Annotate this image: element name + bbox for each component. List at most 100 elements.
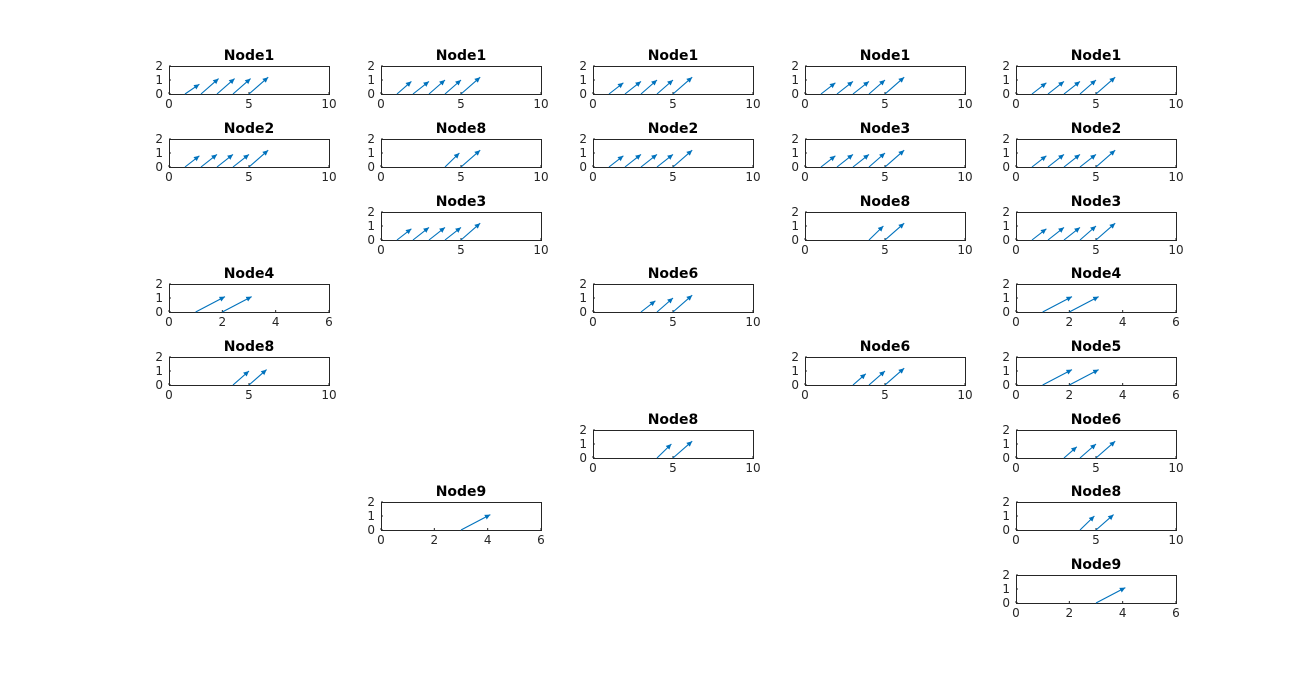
quiver-arrow [656,443,672,459]
quiver-arrow [1047,226,1065,241]
subplot-title: Node3 [436,194,487,210]
x-tick-label: 10 [321,388,336,402]
quiver-arrow [1031,228,1047,241]
y-tick-label: 1 [579,291,587,305]
quiver-arrow [868,152,886,168]
y-tick-label: 0 [155,305,163,319]
subplot-node3-c4r2: Node3 0 5 10 012 [791,121,972,184]
quiver-arrow [1069,296,1099,313]
x-tick-label: 0 [801,170,809,184]
quiver-arrow [836,80,854,95]
subplot-title: Node8 [224,339,275,355]
x-tick-label: 0 [801,243,809,257]
quiver-arrow [200,78,219,95]
quiver-arrow [184,83,200,95]
quiver-arrow [444,226,462,241]
y-tick-label: 1 [1002,437,1010,451]
quiver-arrow [396,80,412,95]
quiver-arrow [656,297,674,313]
quiver-arrow [1069,369,1099,386]
quiver-arrow [184,155,200,168]
subplot-node1-c2r1: Node1 0 5 10 012 [367,48,548,111]
subplot-node1-c3r1: Node1 0 5 10 012 [579,48,760,111]
x-tick-label: 10 [533,170,548,184]
quiver-arrow [1047,80,1065,95]
y-tick-label: 0 [791,87,799,101]
x-tick-label: 5 [669,461,677,475]
subplot-title: Node8 [648,412,699,428]
x-tick-label: 5 [881,388,889,402]
quiver-arrow [868,370,886,386]
subplot-title: Node8 [1071,484,1122,500]
axes-box [593,139,754,168]
axes-box [1016,357,1177,386]
y-tick-label: 2 [367,205,375,219]
quiver-arrow [884,367,905,386]
y-tick-label: 0 [579,87,587,101]
y-tick-label: 0 [1002,160,1010,174]
x-tick-label: 0 [165,315,173,329]
axes-box [1016,575,1177,604]
subplot-title: Node4 [1071,266,1122,282]
y-tick-label: 0 [1002,233,1010,247]
quiver-arrow [1095,587,1126,604]
y-tick-label: 0 [155,378,163,392]
x-tick-label: 5 [245,170,253,184]
axes-box [805,212,966,241]
quiver-arrow [624,80,642,95]
y-tick-label: 1 [367,146,375,160]
y-tick-label: 1 [1002,146,1010,160]
quiver-arrow [1079,225,1097,241]
quiver-arrow [820,82,836,95]
y-tick-label: 1 [579,73,587,87]
axes-box [1016,284,1177,313]
y-tick-label: 2 [155,59,163,73]
x-tick-label: 0 [165,97,173,111]
x-tick-label: 0 [589,315,597,329]
y-tick-label: 1 [791,146,799,160]
y-tick-label: 1 [791,364,799,378]
quiver-arrow [232,370,250,386]
x-tick-label: 0 [1012,315,1020,329]
quiver-arrow [640,300,656,313]
quiver-arrow [1063,153,1081,168]
y-tick-label: 2 [1002,495,1010,509]
axes-box [381,502,542,531]
y-tick-label: 0 [791,233,799,247]
y-tick-label: 0 [791,378,799,392]
x-tick-label: 0 [377,533,385,547]
subplot-title: Node6 [1071,412,1122,428]
x-tick-label: 10 [1168,170,1183,184]
quiver-arrow [852,80,870,95]
quiver-arrow [428,79,446,95]
x-tick-label: 5 [1092,533,1100,547]
y-tick-label: 2 [1002,277,1010,291]
y-tick-label: 1 [367,219,375,233]
x-tick-label: 0 [589,97,597,111]
quiver-arrow [216,153,234,168]
y-tick-label: 0 [1002,451,1010,465]
y-tick-label: 0 [579,305,587,319]
quiver-arrow [1095,440,1116,459]
x-tick-label: 10 [745,461,760,475]
y-tick-label: 2 [579,423,587,437]
quiver-arrow [656,153,674,168]
x-tick-label: 0 [589,170,597,184]
x-tick-label: 10 [957,170,972,184]
quiver-arrow [444,152,460,168]
y-tick-label: 0 [367,233,375,247]
subplot-title: Node2 [1071,121,1122,137]
quiver-arrow [1042,369,1073,386]
y-tick-label: 2 [1002,423,1010,437]
x-tick-label: 0 [801,388,809,402]
x-tick-label: 6 [325,315,333,329]
subplot-title: Node5 [1071,339,1122,355]
axes-box [381,139,542,168]
subplot-title: Node2 [648,121,699,137]
y-tick-label: 0 [1002,596,1010,610]
quiver-arrow [1079,443,1097,459]
y-tick-label: 2 [367,495,375,509]
y-tick-label: 2 [791,59,799,73]
quiver-arrow [1042,296,1073,313]
